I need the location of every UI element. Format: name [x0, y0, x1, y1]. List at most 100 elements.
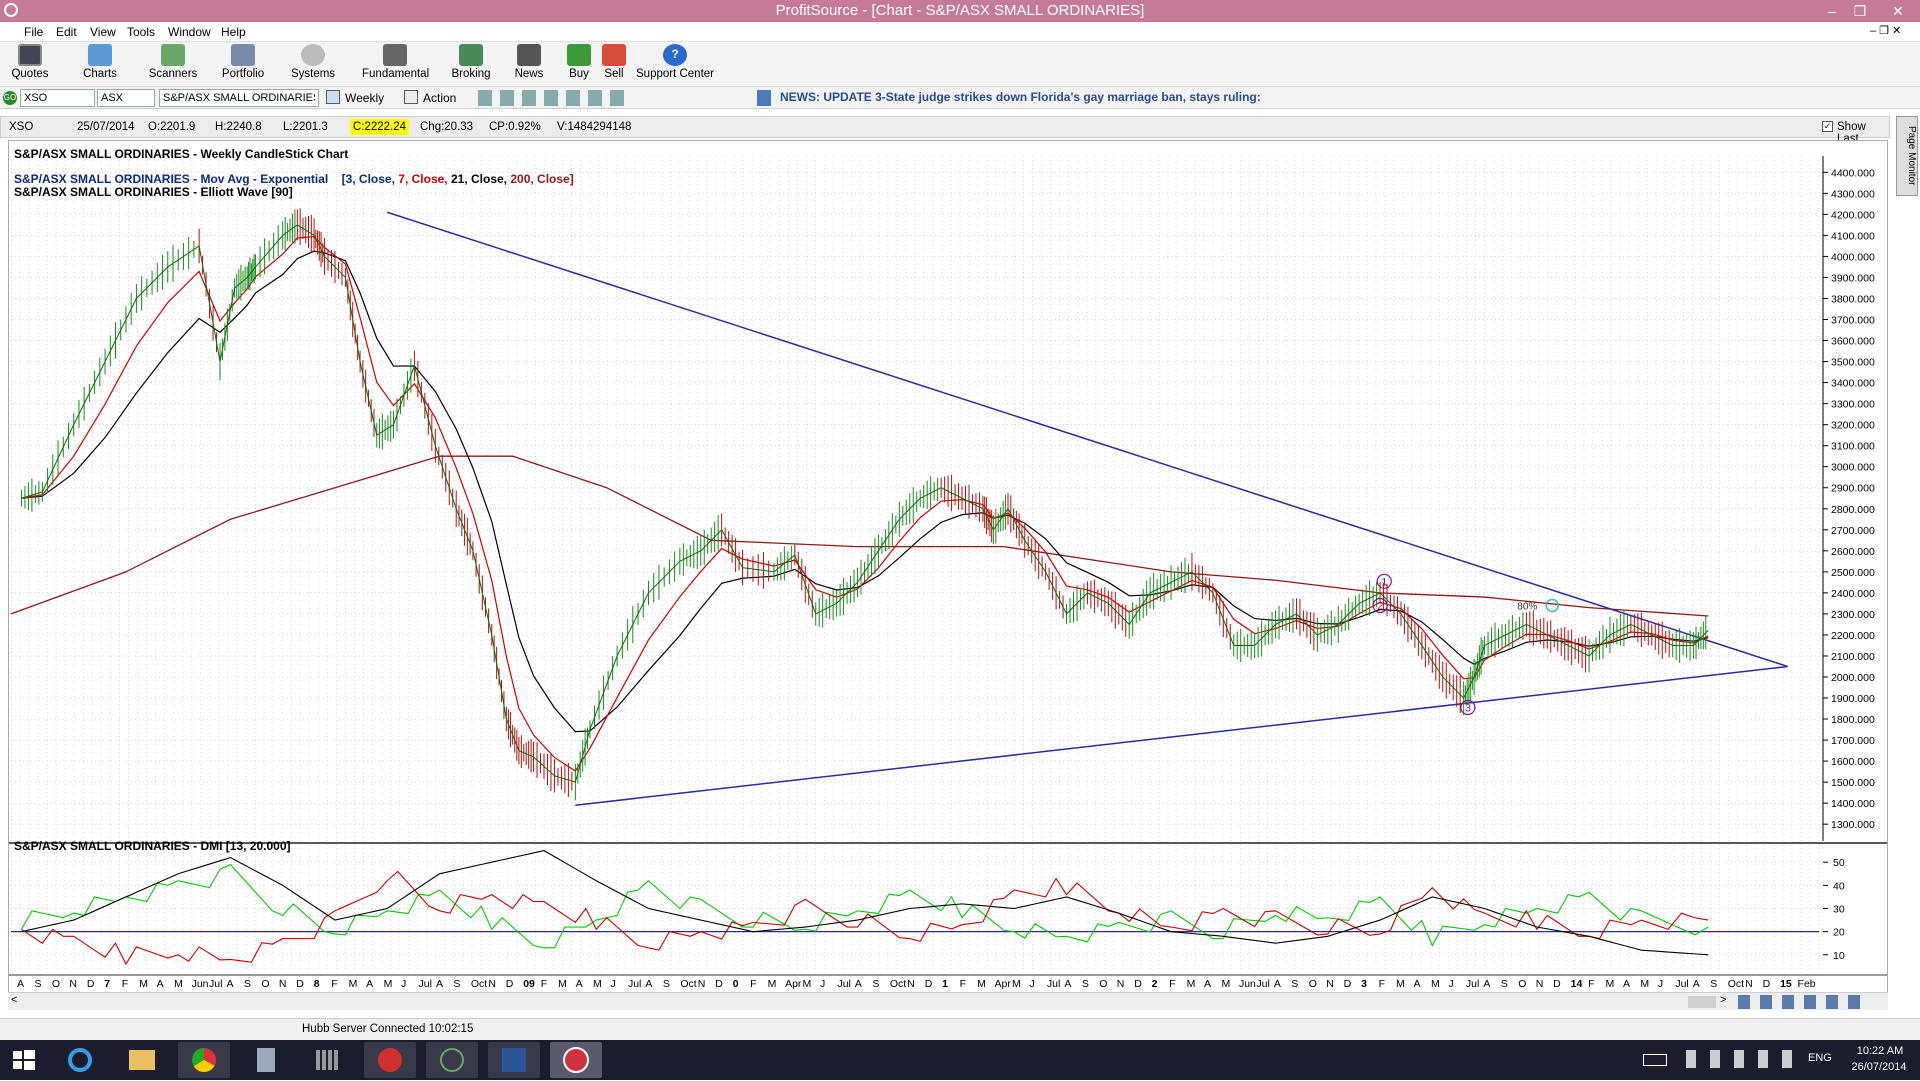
sell-button[interactable]: Sell [600, 44, 628, 80]
scroll-left-icon[interactable]: < [11, 994, 18, 1006]
x-tick-label: O [1099, 978, 1107, 990]
quotes-button[interactable]: Quotes [10, 44, 50, 80]
x-tick-label: D [1134, 978, 1142, 990]
chart-nav-icons[interactable] [1738, 995, 1868, 1009]
show-last-checkbox[interactable]: ✓ [1822, 121, 1833, 132]
mov-avg-7-line [21, 235, 1709, 772]
scroll-thumb[interactable] [1688, 996, 1716, 1008]
menu-help[interactable]: Help [221, 25, 246, 39]
explorer-icon[interactable] [116, 1042, 168, 1078]
menu-tools[interactable]: Tools [127, 25, 156, 39]
main-toolbar: Quotes Charts Scanners Portfolio Systems… [0, 42, 1920, 87]
start-button[interactable] [0, 1042, 48, 1078]
x-tick-label: O [52, 978, 60, 990]
y-tick-label: 4200.000 [1831, 209, 1875, 221]
charts-button[interactable]: Charts [80, 44, 120, 80]
profitsource-icon[interactable] [550, 1042, 602, 1078]
security-code-input[interactable] [20, 89, 95, 107]
support-center-button[interactable]: ? Support Center [636, 44, 714, 80]
mdi-controls-icon[interactable]: – ❐ ✕ [1870, 25, 1902, 37]
x-tick-label: M [593, 978, 602, 990]
keyboard-icon[interactable] [1640, 1042, 1670, 1078]
period-dropdown[interactable]: Weekly [345, 91, 385, 105]
go-icon[interactable]: GO [3, 91, 17, 105]
systems-button[interactable]: Systems [290, 44, 336, 80]
ie-icon[interactable] [54, 1042, 106, 1078]
dmi-y-tick-label: 30 [1833, 904, 1845, 916]
charts-icon [88, 44, 112, 66]
mov-avg-param-3: [3, Close, [341, 172, 399, 186]
menu-edit[interactable]: Edit [56, 25, 77, 39]
exchange-select[interactable] [97, 89, 155, 107]
security-name-input[interactable] [159, 89, 319, 107]
page-monitor-tab[interactable]: Page Monitor [1896, 116, 1918, 196]
chart-area[interactable]: 4400.000 4300.000 4200.000 4100.000 4000.000… [8, 140, 1888, 1010]
app-icon [4, 3, 18, 17]
word-icon[interactable] [488, 1042, 540, 1078]
x-tick-label: J [1448, 978, 1453, 990]
x-tick-label: A [226, 978, 233, 990]
record-icon[interactable] [364, 1042, 416, 1078]
app-grid-icon[interactable] [302, 1042, 354, 1078]
x-tick-label: N [1326, 978, 1334, 990]
chrome-icon[interactable] [178, 1042, 230, 1078]
x-tick-label: J [611, 978, 616, 990]
systems-icon [301, 44, 325, 66]
language-indicator[interactable]: ENG [1808, 1052, 1832, 1064]
y-tick-label: 1600.000 [1831, 756, 1875, 768]
elliott-wave-legend: S&P/ASX SMALL ORDINARIES - Elliott Wave … [14, 185, 293, 199]
action-dropdown[interactable]: Action [423, 91, 457, 105]
menu-file[interactable]: File [24, 25, 44, 39]
close-button[interactable]: ✕ [1892, 3, 1904, 19]
x-tick-label: Oct [680, 978, 696, 990]
x-tick-label: J [820, 978, 825, 990]
y-tick-label: 2900.000 [1831, 483, 1875, 495]
close-price-line [21, 224, 1709, 783]
quotes-icon [18, 44, 42, 66]
buy-button[interactable]: Buy [565, 44, 593, 80]
y-tick-label: 1300.000 [1831, 819, 1875, 831]
x-tick-label: A [855, 978, 862, 990]
scroll-right-icon[interactable]: > [1720, 994, 1727, 1006]
mov-avg-21-line [21, 250, 1709, 733]
fundamental-button[interactable]: Fundamental [362, 44, 429, 80]
broking-button[interactable]: Broking [450, 44, 492, 80]
restore-button[interactable]: ❐ [1853, 3, 1867, 19]
scanners-button[interactable]: Scanners [148, 44, 198, 80]
x-tick-label: A [157, 978, 164, 990]
quote-change: Chg:20.33 [420, 121, 474, 133]
y-tick-label: 2500.000 [1831, 567, 1875, 579]
x-tick-label: 15 [1780, 978, 1792, 990]
y-tick-label: 3800.000 [1831, 293, 1875, 305]
x-tick-label: M [1396, 978, 1405, 990]
chart-tools-icon[interactable] [478, 90, 628, 106]
news-icon [517, 44, 541, 66]
fib-label: 80% [1517, 601, 1537, 612]
clock-time[interactable]: 10:22 AM [1856, 1045, 1904, 1057]
x-tick-label: O [261, 978, 269, 990]
x-tick-label: N [69, 978, 77, 990]
minimize-button[interactable]: – [1828, 3, 1836, 19]
x-tick-label: S [1501, 978, 1508, 990]
calculator-icon[interactable] [240, 1042, 292, 1078]
menu-window[interactable]: Window [168, 25, 211, 39]
portfolio-button[interactable]: Portfolio [220, 44, 266, 80]
x-tick-label: S [1291, 978, 1298, 990]
chart-title: S&P/ASX SMALL ORDINARIES - Weekly Candle… [14, 147, 349, 161]
horizontal-scrollbar[interactable]: < > [8, 992, 1888, 1010]
menu-bar: File Edit View Tools Window Help – ❐ ✕ [0, 22, 1920, 42]
taskbar: ENG 10:22 AM 26/07/2014 [0, 1040, 1920, 1080]
x-tick-label: Jul [628, 978, 641, 990]
x-tick-label: S [244, 978, 251, 990]
tray-icons[interactable] [1686, 1050, 1796, 1068]
menu-view[interactable]: View [90, 25, 116, 39]
mov-avg-param-21: 21, Close, [450, 172, 511, 186]
x-tick-label: S [34, 978, 41, 990]
x-tick-label: M [1606, 978, 1615, 990]
x-tick-label: S [663, 978, 670, 990]
news-button[interactable]: News [514, 44, 544, 80]
x-tick-label: 3 [1361, 978, 1367, 990]
x-tick-label: M [1431, 978, 1440, 990]
news-ticker[interactable]: NEWS: UPDATE 3-State judge strikes down … [780, 90, 1261, 104]
go-app-icon[interactable] [426, 1042, 478, 1078]
